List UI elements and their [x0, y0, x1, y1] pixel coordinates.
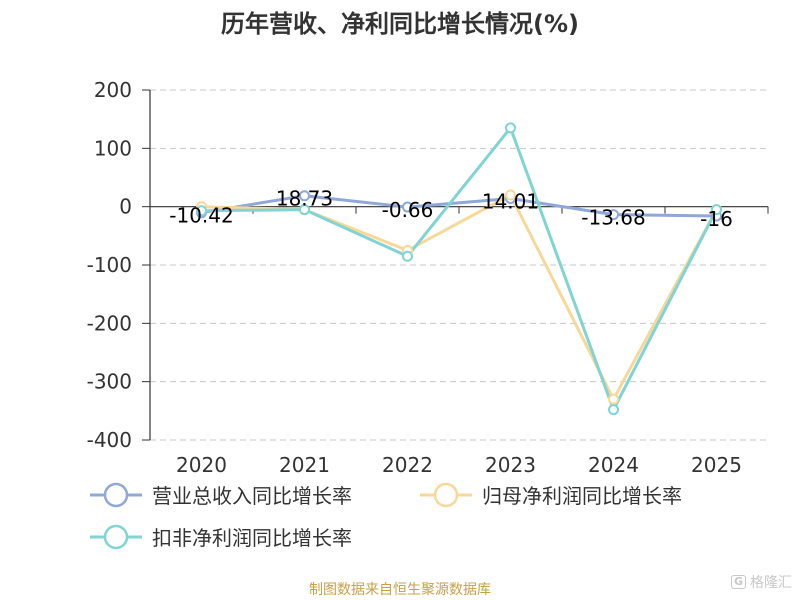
x-tick-label: 2025 [691, 453, 742, 477]
data-label: -10.42 [169, 204, 233, 228]
legend-label-revenue: 营业总收入同比增长率 [152, 484, 352, 508]
x-tick-label: 2021 [279, 453, 330, 477]
watermark-text: 格隆汇 [750, 575, 792, 591]
y-tick-label: 200 [94, 78, 132, 102]
series-line-0 [201, 194, 717, 218]
legend-item-revenue[interactable]: 营业总收入同比增长率 [90, 480, 352, 509]
y-tick-label: 100 [94, 136, 132, 160]
data-label: -0.66 [382, 198, 434, 222]
y-tick-label: 0 [119, 195, 132, 219]
x-axis-ticks: 2020 2021 2022 2023 2024 2025 [149, 206, 769, 477]
watermark-logo-icon: G [730, 575, 746, 589]
y-tick-label: -300 [87, 370, 132, 394]
x-tick-label: 2023 [485, 453, 536, 477]
series-lines [201, 126, 718, 412]
legend-label-deducted-net-profit: 扣非净利润同比增长率 [152, 526, 352, 550]
legend-label-net-profit: 归母净利润同比增长率 [482, 484, 682, 508]
legend-marker-net-profit [420, 482, 472, 507]
watermark: G 格隆汇 [730, 572, 792, 592]
data-labels: -10.42 18.73 -0.66 14.01 -13.68 -16 [169, 187, 733, 231]
chart-title: 历年营收、净利同比增长情况(%) [221, 10, 579, 38]
x-tick-label: 2024 [588, 453, 639, 477]
data-point [505, 189, 516, 201]
x-tick-label: 2022 [382, 453, 433, 477]
data-label: -16 [700, 207, 733, 231]
data-point [608, 404, 619, 416]
data-label: 18.73 [276, 187, 333, 211]
series-line-2 [201, 126, 718, 412]
data-point [299, 190, 310, 202]
legend-item-deducted-net-profit[interactable]: 扣非净利润同比增长率 [90, 522, 352, 551]
data-point [196, 205, 207, 217]
data-point [402, 201, 413, 213]
legend-item-net-profit[interactable]: 归母净利润同比增长率 [420, 480, 682, 509]
legend-marker-revenue [90, 482, 142, 507]
y-axis-ticks: 200 100 0 -100 -200 -300 -400 [87, 78, 150, 452]
y-tick-label: -100 [87, 253, 132, 277]
data-point [299, 204, 310, 216]
data-point [711, 204, 722, 216]
grid-lines [150, 89, 768, 441]
data-label: -13.68 [581, 206, 645, 230]
y-tick-label: -200 [87, 311, 132, 335]
series-points [196, 122, 722, 416]
x-tick-label: 2020 [176, 453, 227, 477]
data-source-note: 制图数据来自恒生聚源数据库 [309, 582, 491, 598]
legend-marker-deducted-net-profit [90, 524, 142, 549]
y-tick-label: -400 [87, 428, 132, 452]
data-point [608, 209, 619, 221]
data-point [608, 393, 619, 405]
data-point [402, 250, 413, 262]
data-point [505, 122, 516, 134]
data-label: 14.01 [482, 189, 539, 213]
